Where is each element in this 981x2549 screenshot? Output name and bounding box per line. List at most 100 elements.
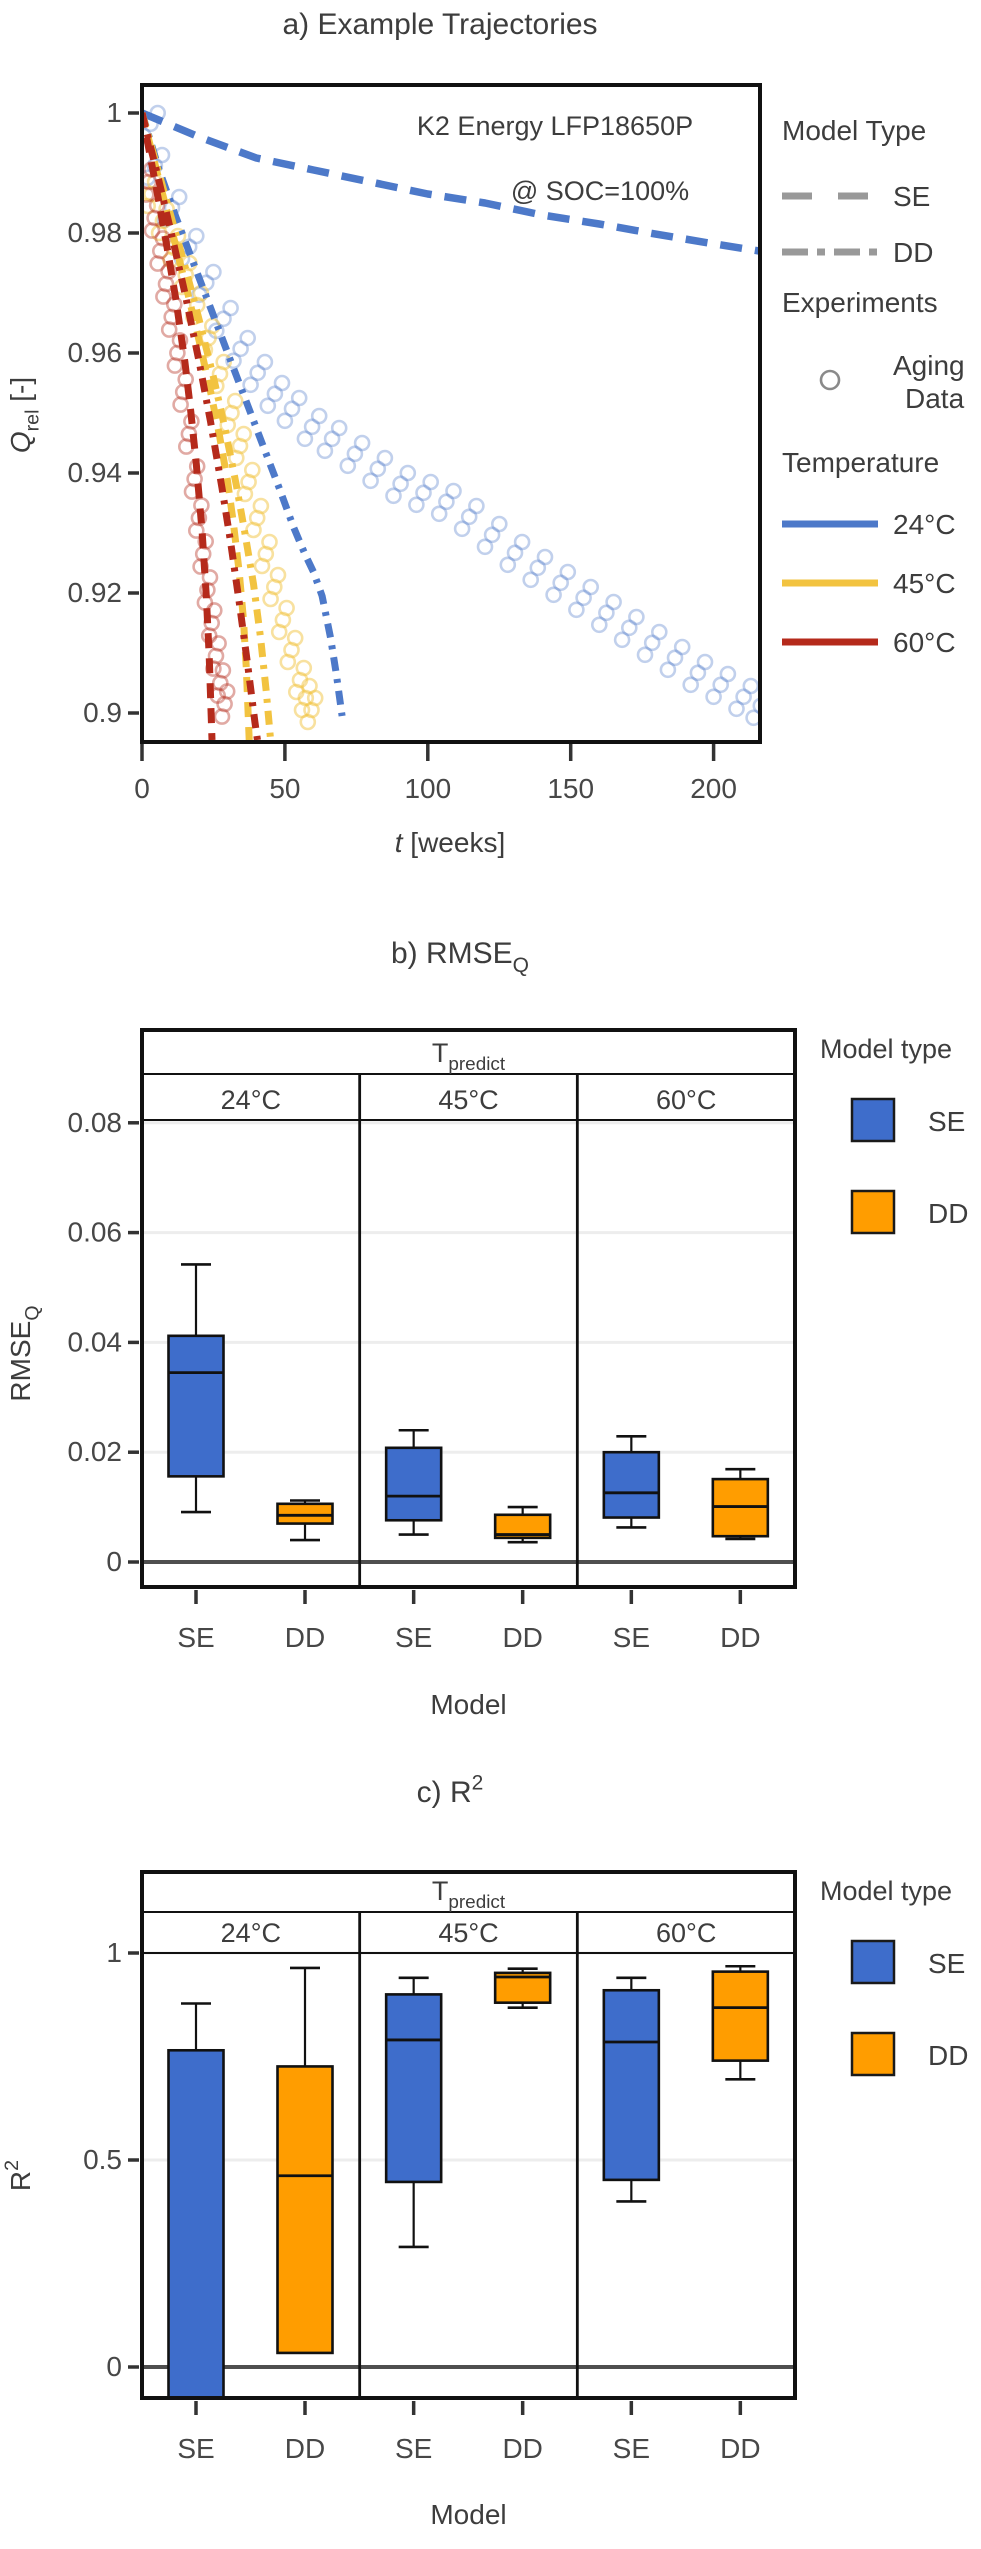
y-tick-label: 0.92 xyxy=(68,577,123,608)
box-rect xyxy=(167,1334,225,1478)
aging-data-point xyxy=(249,364,267,382)
x-tick-label: 0 xyxy=(134,773,150,804)
panel-a-title: a) Example Trajectories xyxy=(282,8,597,41)
x-tick-label-dd: DD xyxy=(720,1622,760,1653)
y-axis-label: R2 xyxy=(1,2160,36,2191)
aging-data-point xyxy=(276,412,294,430)
aging-data-point xyxy=(682,676,700,694)
y-axis-label: Qrel [-] xyxy=(5,377,43,453)
legend-swatch-se xyxy=(850,1939,896,1985)
x-axis-label: Model xyxy=(430,2499,506,2530)
panel-c-legend: Model type SE DD xyxy=(820,1876,968,2077)
aging-data-point xyxy=(205,263,222,281)
strip-label-temp: 45°C xyxy=(438,1085,498,1115)
box-dd-60C xyxy=(711,1964,770,2081)
box-se-60C xyxy=(602,1434,661,1529)
aging-data-point xyxy=(286,629,304,647)
aging-data-point xyxy=(346,445,364,463)
legend-label-aging: Aging xyxy=(893,350,965,381)
aging-data-point xyxy=(620,619,638,637)
aging-data-point xyxy=(745,709,758,727)
aging-data-point xyxy=(149,255,166,272)
aging-data-point xyxy=(353,434,371,452)
box-se-45C xyxy=(384,1428,443,1536)
y-tick-label: 0.98 xyxy=(68,217,123,248)
panel-b: b) RMSEQ Tpredict 24°C 45°C 60°C 0.08 0.06 0.04… xyxy=(5,937,968,1720)
panel-b-boxes xyxy=(167,1263,770,1544)
legend-header-model-type: Model type xyxy=(820,1876,952,1906)
aging-data-point xyxy=(242,376,259,394)
x-tick-label: 200 xyxy=(690,773,737,804)
aging-data-point xyxy=(605,593,622,611)
aging-data-point xyxy=(659,661,677,679)
legend-header-model-type: Model Type xyxy=(782,115,926,146)
aging-data-point xyxy=(216,695,233,713)
y-axis-label: Qrel [-] xyxy=(5,377,43,453)
aging-data-point xyxy=(226,392,244,410)
y-tick-label: 0 xyxy=(106,2351,122,2382)
panel-c-boxes xyxy=(167,1964,770,2398)
box-dd-45C xyxy=(493,1967,552,2009)
aging-data-point xyxy=(445,482,462,500)
box-dd-60C xyxy=(711,1467,770,1541)
annotation-soc: @ SOC=100% xyxy=(511,176,689,206)
strip-label-temp: 24°C xyxy=(221,1918,281,1948)
legend-header-model-type: Model type xyxy=(820,1034,952,1064)
aging-data-point xyxy=(392,475,409,493)
x-tick-label: 50 xyxy=(269,773,300,804)
x-tick-label-dd: DD xyxy=(502,2433,542,2464)
y-tick-label: 1 xyxy=(106,97,122,128)
box-se-60C xyxy=(602,1976,661,2203)
x-tick-label-se: SE xyxy=(177,1622,214,1653)
y-axis-label: RMSEQ xyxy=(5,1305,43,1401)
strip-label-temp: 24°C xyxy=(221,1085,281,1115)
x-axis-label: t [weeks] xyxy=(395,827,505,858)
aging-data-point xyxy=(529,559,547,577)
aging-data-point xyxy=(323,430,341,448)
aging-data-point xyxy=(752,697,758,714)
aging-data-point xyxy=(628,608,645,626)
aging-data-point xyxy=(144,222,161,239)
y-axis-label: RMSEQ xyxy=(5,1305,43,1401)
box-rect xyxy=(602,1988,661,2182)
panel-a-frame xyxy=(140,83,762,744)
aging-data-point xyxy=(157,275,175,293)
aging-data-point xyxy=(552,574,570,592)
aging-data-point xyxy=(362,472,379,490)
aging-data-point xyxy=(232,340,249,358)
legend-swatch-dd xyxy=(850,2031,896,2077)
aging-data-point xyxy=(689,664,707,682)
aging-data-point xyxy=(575,589,592,607)
box-rect xyxy=(276,1502,334,1525)
aging-data-point xyxy=(705,688,722,706)
aging-data-point xyxy=(144,186,155,203)
legend-swatch-dd xyxy=(850,1189,896,1235)
aging-data-point xyxy=(415,484,432,502)
aging-data-point xyxy=(490,515,508,533)
y-tick-label: 0.04 xyxy=(68,1326,123,1357)
aging-data-point xyxy=(483,526,501,544)
aging-data-point xyxy=(430,505,448,523)
aging-data-point xyxy=(170,188,188,206)
box-se-45C xyxy=(384,1976,443,2249)
aging-data-point xyxy=(152,242,169,260)
y-axis-label: R2 xyxy=(1,2160,36,2191)
aging-data-point xyxy=(369,460,387,478)
box-rect xyxy=(384,1993,443,2184)
x-tick-label-se: SE xyxy=(395,1622,432,1653)
y-tick-label: 0.9 xyxy=(83,697,122,728)
aging-data-point xyxy=(422,473,440,491)
aging-data-point xyxy=(761,688,775,702)
aging-data-point xyxy=(235,425,252,443)
aging-data-point xyxy=(506,544,524,562)
aging-data-point xyxy=(468,497,485,515)
panel-a-plot-area xyxy=(144,104,775,741)
aging-data-point xyxy=(735,688,752,706)
panel-b-frame xyxy=(140,1028,797,1589)
box-dd-45C xyxy=(493,1505,552,1544)
aging-data-point xyxy=(728,700,745,718)
legend-header-temperature: Temperature xyxy=(782,447,939,478)
